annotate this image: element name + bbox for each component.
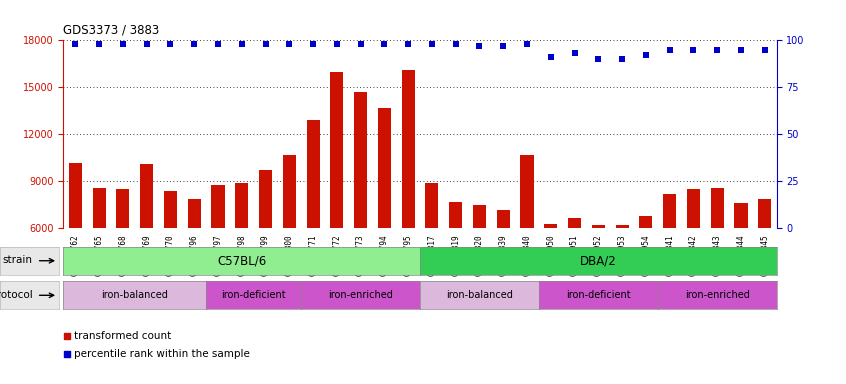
Bar <box>212 185 224 228</box>
Bar <box>354 92 367 228</box>
Point <box>163 41 177 47</box>
Bar <box>758 199 772 228</box>
Point <box>188 41 201 47</box>
Bar <box>473 205 486 228</box>
Text: iron-enriched: iron-enriched <box>328 290 393 300</box>
Bar <box>497 210 510 228</box>
Bar <box>616 225 629 228</box>
Point <box>758 47 772 53</box>
Point <box>568 50 581 56</box>
Point <box>544 54 558 60</box>
Point <box>591 56 605 62</box>
Point <box>520 41 534 47</box>
Bar <box>164 191 177 228</box>
Point <box>377 41 391 47</box>
Point <box>306 41 320 47</box>
Text: C57BL/6: C57BL/6 <box>217 254 266 267</box>
Bar <box>140 164 153 228</box>
Bar <box>283 155 296 228</box>
Point <box>687 47 700 53</box>
Point <box>60 333 74 339</box>
Point <box>259 41 272 47</box>
Point <box>449 41 463 47</box>
Bar <box>235 183 248 228</box>
Point <box>92 41 106 47</box>
Point <box>116 41 129 47</box>
Point <box>140 41 153 47</box>
Point <box>497 43 510 49</box>
Bar <box>69 163 82 228</box>
Bar <box>378 108 391 228</box>
Bar <box>520 155 534 228</box>
Text: iron-balanced: iron-balanced <box>446 290 513 300</box>
Bar <box>402 70 415 228</box>
Point <box>212 41 225 47</box>
Bar <box>92 188 106 228</box>
Text: GDS3373 / 3883: GDS3373 / 3883 <box>63 23 160 36</box>
Text: iron-enriched: iron-enriched <box>684 290 750 300</box>
Text: iron-deficient: iron-deficient <box>222 290 286 300</box>
Text: protocol: protocol <box>0 290 33 300</box>
Text: iron-balanced: iron-balanced <box>102 290 168 300</box>
Bar <box>188 199 201 228</box>
Point <box>330 41 343 47</box>
Bar <box>449 202 462 228</box>
Bar <box>592 225 605 228</box>
Point <box>401 41 415 47</box>
Point <box>283 41 296 47</box>
Point <box>734 47 748 53</box>
Point <box>473 43 486 49</box>
Bar <box>330 72 343 228</box>
Bar <box>544 224 558 228</box>
Point <box>69 41 82 47</box>
Point <box>639 52 652 58</box>
Bar <box>426 183 438 228</box>
Point <box>60 351 74 357</box>
Text: iron-deficient: iron-deficient <box>566 290 630 300</box>
Text: strain: strain <box>3 255 33 265</box>
Point <box>354 41 367 47</box>
Bar <box>568 217 581 228</box>
Bar <box>734 204 748 228</box>
Bar <box>306 120 320 228</box>
Text: transformed count: transformed count <box>74 331 171 341</box>
Point <box>615 56 629 62</box>
Bar <box>711 188 723 228</box>
Point <box>711 47 724 53</box>
Point <box>235 41 249 47</box>
Bar <box>663 194 676 228</box>
Bar <box>259 170 272 228</box>
Bar <box>687 189 700 228</box>
Point <box>663 47 677 53</box>
Text: percentile rank within the sample: percentile rank within the sample <box>74 349 250 359</box>
Bar <box>640 216 652 228</box>
Bar <box>117 189 129 228</box>
Text: DBA/2: DBA/2 <box>580 254 617 267</box>
Point <box>426 41 439 47</box>
